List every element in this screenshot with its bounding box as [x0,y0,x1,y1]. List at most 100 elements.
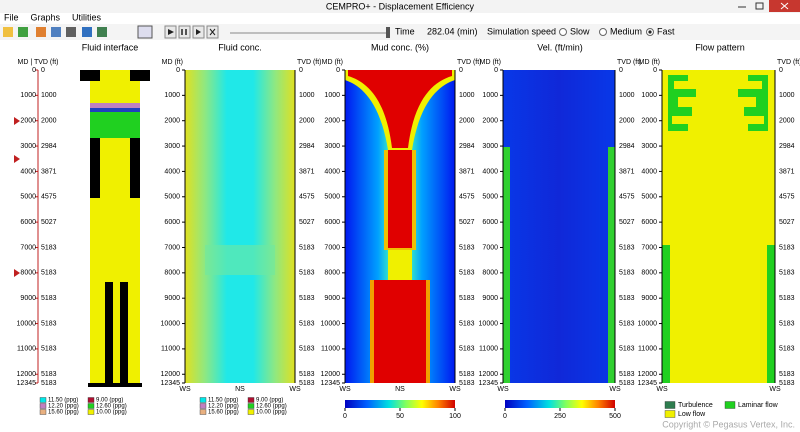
speed-label: Simulation speed [487,26,556,36]
time-label: Time [395,26,415,36]
tvd-tick-label: 5183 [41,346,57,353]
tool-open[interactable] [3,27,13,37]
md-tick-label: 10000 [479,320,499,327]
tvd-tick-label: 3871 [459,168,475,175]
md-tick-label: 9000 [641,295,657,302]
md-tick-label: 0 [176,67,180,74]
md-tick-label: 4000 [482,168,498,175]
tvd-tick-label: 0 [299,67,303,74]
legend-swatch [199,409,207,415]
depth-axis-label: MD | TVD (ft) [18,59,59,66]
md-tick-label: 1000 [20,92,36,99]
legend-swatch [664,401,676,409]
md-tick-label: 11000 [479,346,498,353]
speed-radio[interactable] [559,28,567,36]
tool-save[interactable] [82,27,92,37]
tvd-tick-label: 5183 [299,371,315,378]
legend-swatch [87,403,95,409]
tvd-axis-label: TVD (ft) [297,59,322,66]
speed-label: Fast [657,26,675,36]
md-tick-label: 8000 [164,270,180,277]
md-tick-label: 4000 [641,168,657,175]
md-tick-label: 1000 [482,92,498,99]
minimize-button[interactable] [733,1,751,11]
legend-label: 15.60 (ppg) [208,410,239,416]
legend-label: 10.00 (ppg) [256,410,287,416]
mud-conc-map [345,70,455,383]
legend-label: 9.00 (ppg) [256,398,283,404]
md-axis-label: MD (ft) [322,59,343,66]
pause-button[interactable] [178,25,191,39]
panel-title: Fluid conc. [218,42,262,52]
colorbar-tick-label: 500 [609,413,621,420]
tvd-tick-label: 5183 [779,244,795,251]
tvd-tick-label: 2000 [459,118,475,125]
well-diagram [14,70,150,387]
md-tick-label: 3000 [324,143,340,150]
tvd-tick-label: 5183 [41,244,57,251]
tool-chart[interactable] [51,27,61,37]
tool-display[interactable] [137,25,153,39]
legend-label: 10.00 (ppg) [96,410,127,416]
tvd-tick-label: 2000 [299,118,315,125]
tvd-tick-label: 4575 [41,194,57,201]
md-tick-label: 6000 [482,219,498,226]
md-tick-label: 3000 [482,143,498,150]
tvd-tick-label: 1000 [619,92,635,99]
slider-thumb[interactable] [386,27,390,38]
colorbar-tick-label: 250 [554,413,566,420]
md-tick-label: 0 [653,67,657,74]
legend-swatch [247,409,255,415]
md-tick-label: 12000 [321,371,341,378]
tvd-tick-label: 2984 [41,143,57,150]
legend-swatch [87,409,95,415]
speed-options: Slow Medium Fast [559,26,675,36]
x-label: NS [235,386,245,393]
md-tick-label: 9000 [482,295,498,302]
velocity-map [503,70,615,383]
tool-refresh[interactable] [36,27,46,37]
colorbar-tick-label: 50 [396,413,404,420]
fluid-conc-band [205,245,275,275]
md-tick-label: 8000 [20,270,36,277]
md-tick-label: 5000 [641,194,657,201]
x-label: WS [449,386,461,393]
maximize-button[interactable] [751,1,769,11]
md-tick-label: 6000 [20,219,36,226]
panel-title: Mud conc. (%) [371,42,429,52]
tvd-tick-label: 0 [459,67,463,74]
tvd-tick-label: 5183 [459,295,475,302]
tool-help[interactable] [97,27,107,37]
md-tick-label: 12000 [638,371,658,378]
tvd-tick-label: 5183 [459,346,475,353]
legend-label: 11.50 (ppg) [48,398,78,404]
tvd-tick-label: 5183 [41,270,57,277]
tvd-tick-label: 5183 [299,270,315,277]
md-axis-label: MD (ft) [162,59,183,66]
menu-item[interactable]: Graphs [31,12,61,22]
md-tick-label: 2000 [324,118,340,125]
tvd-tick-label: 5183 [779,295,795,302]
tvd-tick-label: 3871 [779,168,795,175]
x-label: WS [769,386,781,393]
tvd-tick-label: 5183 [299,380,315,387]
tool-report[interactable] [66,27,76,37]
md-tick-label: 12000 [17,371,37,378]
menu-item[interactable]: File [4,12,19,22]
legend-swatch [39,397,47,403]
md-tick-label: 3000 [20,143,36,150]
md-tick-label: 2000 [482,118,498,125]
speed-radio[interactable] [599,28,607,36]
tvd-tick-label: 2000 [619,118,635,125]
tvd-tick-label: 3871 [619,168,635,175]
menu-item[interactable]: Utilities [72,12,102,22]
md-tick-label: 5000 [324,194,340,201]
md-tick-label: 5000 [482,194,498,201]
tool-export[interactable] [18,27,28,37]
tvd-tick-label: 5183 [459,320,475,327]
panel-title: Vel. (ft/min) [537,42,583,52]
legend-label: 12.60 (ppg) [96,404,127,410]
md-tick-label: 11000 [638,346,657,353]
md-tick-label: 9000 [20,295,36,302]
